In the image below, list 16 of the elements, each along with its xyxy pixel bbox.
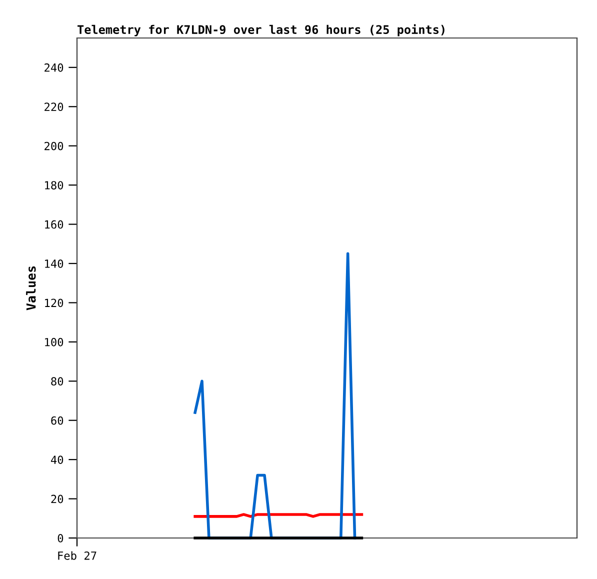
x-tick-label: Feb 27 xyxy=(58,551,96,560)
y-tick-label: 120 xyxy=(45,298,64,308)
y-tick-label: 40 xyxy=(50,456,64,464)
y-tick-label: 200 xyxy=(44,142,64,150)
y-tick-label: 160 xyxy=(45,220,64,229)
chart-title: Telemetry for K7LDN-9 over last 96 hours (25 points) xyxy=(78,24,444,36)
y-tick-label: 80 xyxy=(51,377,64,386)
y-tick-label: 220 xyxy=(44,102,64,112)
y-tick-label: 240 xyxy=(44,63,64,72)
y-tick-label: 100 xyxy=(45,338,64,346)
y-tick-label: 140 xyxy=(45,259,64,268)
y-axis-title: Values xyxy=(26,266,36,310)
y-tick-label: 180 xyxy=(45,181,64,190)
y-tick-label: 60 xyxy=(51,416,64,425)
y-tick-label: 20 xyxy=(51,494,64,504)
y-tick-label: 0 xyxy=(58,534,64,542)
